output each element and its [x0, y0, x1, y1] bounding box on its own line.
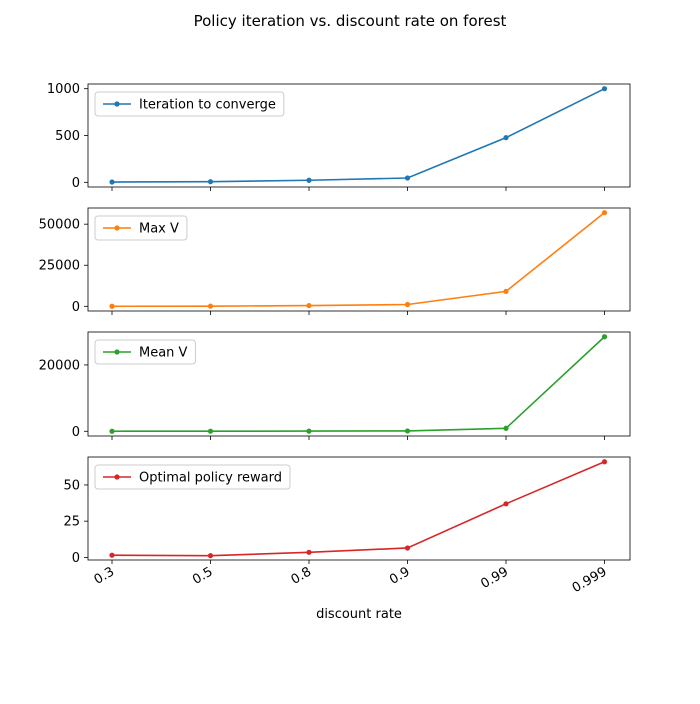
- panel-3: 0 20000 Mean V: [39, 331, 631, 440]
- y-tick-label: 0: [72, 551, 80, 566]
- data-point: [404, 545, 411, 551]
- y-tick-label: 0: [72, 176, 80, 191]
- legend-marker: [114, 225, 120, 231]
- legend-label: Max V: [139, 222, 179, 237]
- data-point: [601, 334, 608, 340]
- x-tick-label: 0.9: [387, 564, 412, 587]
- legend-label: Optimal policy reward: [139, 471, 282, 486]
- y-tick-label: 25: [63, 515, 80, 530]
- legend: [94, 91, 285, 117]
- data-point: [503, 288, 509, 294]
- data-point: [207, 179, 214, 185]
- legend-label: Iteration to converge: [139, 98, 276, 113]
- legend-marker: [114, 101, 120, 107]
- legend-marker: [114, 474, 120, 480]
- panel-frame: [87, 207, 631, 312]
- data-point: [207, 428, 214, 434]
- data-point: [306, 428, 312, 434]
- chart-title: Policy iteration vs. discount rate on fo…: [194, 12, 507, 30]
- series-line: [111, 87, 605, 183]
- x-tick-labels: 0.3 0.5 0.8 0.9 0.99 0.999: [92, 564, 610, 596]
- panel-frame: [87, 331, 631, 437]
- data-point: [601, 210, 608, 216]
- data-point: [306, 177, 312, 183]
- data-point: [601, 459, 608, 465]
- data-point: [207, 553, 214, 559]
- legend-label: Mean V: [139, 346, 188, 361]
- data-point: [207, 303, 214, 309]
- data-point: [601, 86, 608, 92]
- x-tick-label: 0.3: [92, 564, 117, 587]
- data-point: [306, 302, 312, 309]
- data-point: [109, 552, 115, 558]
- y-tick-label: 0: [72, 300, 80, 315]
- legend: [94, 339, 196, 365]
- panel-4: 0 25 50 Optimal policy reward: [63, 456, 631, 566]
- data-point: [503, 135, 509, 141]
- panel-frame: [87, 456, 631, 561]
- y-tick-label: 0: [72, 425, 80, 440]
- legend: [94, 464, 291, 490]
- legend-marker: [114, 349, 120, 355]
- x-tick-label: 0.999: [570, 564, 610, 596]
- x-tick-label: 0.5: [190, 564, 215, 587]
- panel-1: 0 500 1000 Iteration to converge: [47, 82, 631, 191]
- data-point: [109, 179, 115, 185]
- data-point: [109, 303, 115, 309]
- data-point: [109, 428, 115, 434]
- y-tick-label: 1000: [47, 82, 80, 97]
- data-point: [503, 501, 509, 507]
- x-tick-label: 0.8: [289, 564, 314, 587]
- data-point: [404, 428, 411, 434]
- data-point: [503, 425, 509, 431]
- y-tick-label: 50000: [39, 218, 80, 233]
- y-tick-label: 50: [63, 478, 80, 493]
- data-point: [404, 301, 411, 308]
- y-tick-label: 500: [55, 129, 80, 144]
- y-tick-label: 20000: [39, 358, 80, 373]
- y-tick-label: 25000: [39, 259, 80, 274]
- data-point: [404, 175, 411, 181]
- x-axis-label: discount rate: [316, 607, 402, 622]
- series-line: [111, 461, 605, 557]
- panel-2: 0 25000 50000 Max V: [39, 207, 631, 315]
- series-line: [111, 336, 606, 433]
- series-line: [111, 212, 605, 308]
- x-tick-label: 0.99: [478, 564, 511, 591]
- legend: [94, 215, 188, 241]
- data-point: [306, 549, 312, 555]
